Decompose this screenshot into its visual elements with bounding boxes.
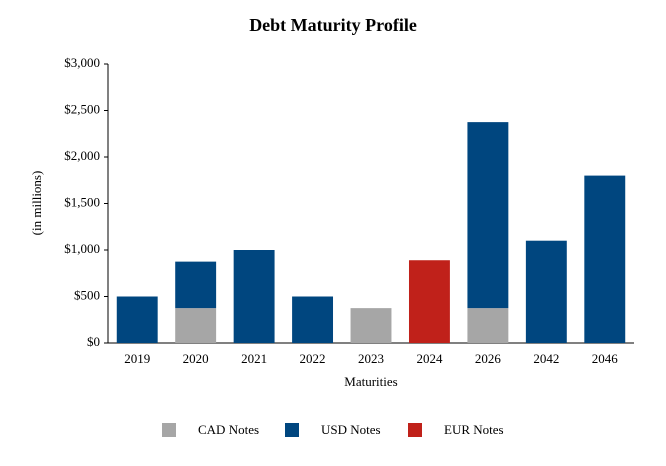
legend-swatch <box>408 423 422 437</box>
bar-segment <box>292 296 334 343</box>
y-tick-label: $1,000 <box>64 241 100 256</box>
legend-label: CAD Notes <box>198 422 259 437</box>
legend-swatch <box>285 423 299 437</box>
bar-segment <box>467 122 509 309</box>
x-tick-label: 2046 <box>592 351 619 366</box>
bar-segment <box>233 250 275 343</box>
bar-segment <box>116 296 158 343</box>
y-tick-label: $1,500 <box>64 194 100 209</box>
x-tick-label: 2019 <box>124 351 150 366</box>
y-tick-label: $500 <box>74 287 100 302</box>
legend-swatch <box>162 423 176 437</box>
x-tick-label: 2022 <box>300 351 326 366</box>
x-tick-label: 2020 <box>183 351 209 366</box>
bar-segment <box>175 308 217 343</box>
x-tick-label: 2024 <box>416 351 443 366</box>
x-tick-label: 2026 <box>475 351 502 366</box>
legend-label: USD Notes <box>321 422 381 437</box>
bar-segment <box>525 240 567 343</box>
y-tick-label: $0 <box>87 334 100 349</box>
legend-label: EUR Notes <box>444 422 504 437</box>
x-tick-label: 2023 <box>358 351 384 366</box>
x-axis-label: Maturities <box>344 374 397 389</box>
bar-segment <box>467 308 509 343</box>
chart-title: Debt Maturity Profile <box>249 15 417 35</box>
bar-segment <box>584 175 626 343</box>
x-tick-label: 2021 <box>241 351 267 366</box>
x-tick-label: 2042 <box>533 351 559 366</box>
y-axis-label: (in millions) <box>29 171 44 236</box>
bar-segment <box>350 308 392 343</box>
y-tick-label: $2,000 <box>64 148 100 163</box>
bar-segment <box>408 260 450 343</box>
y-tick-label: $2,500 <box>64 101 100 116</box>
bar-segment <box>175 261 217 309</box>
y-tick-label: $3,000 <box>64 55 100 70</box>
